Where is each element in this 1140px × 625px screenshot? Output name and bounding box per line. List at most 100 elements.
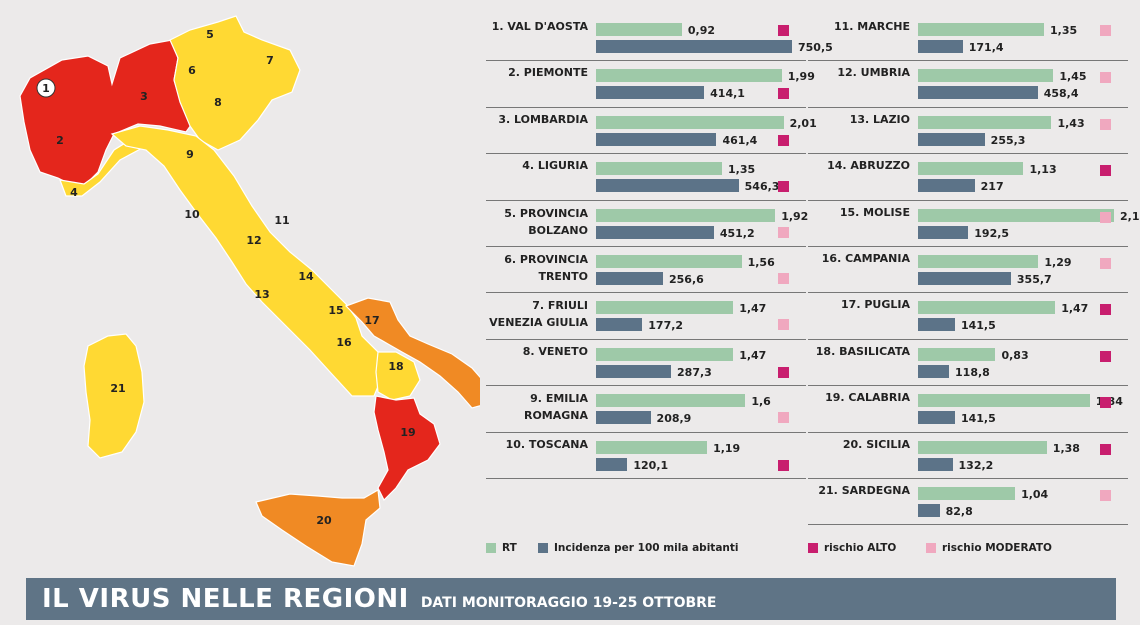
risk-marker-high (778, 25, 789, 36)
rt-value: 1,47 (1061, 302, 1089, 316)
risk-marker-moderate (778, 226, 789, 238)
incidence-bar (918, 179, 975, 193)
incidence-bar (596, 225, 714, 239)
map-region-label-12: 12 (246, 234, 261, 247)
region-label-line: 3. LOMBARDIA (498, 112, 588, 126)
risk-marker-moderate (1100, 490, 1111, 501)
risk-marker-moderate (1100, 258, 1111, 269)
region-label: 1. VAL D'AOSTA (492, 17, 588, 37)
incidence-value: 120,1 (633, 458, 669, 472)
rt-bar (918, 255, 1039, 268)
region-label-line: 5. PROVINCIA (504, 206, 588, 220)
region-row-3: 3. LOMBARDIA 2,01 461,4 (486, 107, 817, 155)
legend-rt-label: RT (502, 542, 517, 554)
region-row-21: 21. SARDEGNA 1,04 82,8 (808, 478, 1128, 526)
region-label-line: 20. SICILIA (842, 437, 910, 451)
incidence-value: 461,4 (722, 133, 758, 147)
legend-incidence: Incidenza per 100 mila abitanti (538, 542, 739, 554)
region-label-line: 19. CALABRIA (825, 391, 910, 405)
rt-bar (596, 23, 682, 36)
map-region-label-9: 9 (186, 148, 194, 161)
map-region-sardegna (83, 333, 145, 459)
region-label: 6. PROVINCIA TRENTO (504, 251, 588, 285)
map-region-puglia (344, 297, 480, 409)
rt-bar (918, 115, 1052, 129)
incidence-value: 118,8 (955, 365, 990, 379)
region-row-18: 18. BASILICATA 0,83 118,8 (808, 339, 1128, 387)
region-label: 7. FRIULI VENEZIA GIULIA (489, 297, 588, 331)
rt-value: 1,19 (713, 441, 741, 455)
rt-value: 2,1 (1120, 209, 1140, 223)
risk-marker-moderate (778, 319, 789, 331)
legend-incidence-label: Incidenza per 100 mila abitanti (554, 542, 739, 554)
incidence-bar (596, 86, 705, 100)
incidence-value: 208,9 (656, 412, 692, 426)
map-region-label-15: 15 (328, 304, 343, 317)
region-label-line: 2. PIEMONTE (508, 66, 588, 80)
region-label: 9. EMILIA ROMAGNA (524, 390, 588, 424)
incidence-value: 255,3 (990, 133, 1026, 147)
incidence-bar (918, 40, 963, 53)
page-title: IL VIRUS NELLE REGIONI (42, 584, 409, 614)
region-label-line: 6. PROVINCIA (504, 253, 588, 266)
rt-bar (918, 487, 1016, 500)
map-region-sicilia (255, 489, 381, 567)
risk-marker-high (1100, 443, 1111, 455)
region-label: 4. LIGURIA (522, 156, 588, 176)
incidence-bar (596, 411, 651, 425)
risk-marker-high (778, 181, 789, 193)
rt-value: 1,56 (747, 256, 775, 269)
incidence-bar (596, 179, 739, 193)
region-label-line: 16. CAMPANIA (821, 252, 910, 265)
map-region-label-10: 10 (184, 208, 200, 221)
incidence-value: 171,4 (968, 41, 1004, 54)
region-row-16: 16. CAMPANIA 1,29 355,7 (808, 246, 1128, 294)
incidence-value: 414,1 (710, 87, 745, 101)
map-region-label-8: 8 (214, 96, 222, 109)
incidence-value: 451,2 (719, 226, 755, 240)
risk-marker-high (778, 459, 789, 471)
rt-value: 1,99 (787, 70, 815, 84)
map-region-label-2: 2 (56, 134, 64, 147)
incidence-value: 217 (980, 180, 1004, 194)
region-label-line: 18. BASILICATA (815, 344, 910, 358)
incidence-bar (918, 504, 940, 517)
incidence-bar (596, 40, 792, 53)
region-label-line: 8. VENETO (522, 344, 588, 358)
legend-rt: RT (486, 542, 517, 554)
rt-value: 1,47 (739, 348, 767, 362)
incidence-value: 546,3 (744, 180, 780, 194)
rt-bar (918, 347, 996, 361)
incidence-value: 177,2 (648, 319, 684, 333)
risk-marker-high (1100, 304, 1111, 316)
incidence-value: 141,5 (960, 319, 996, 333)
map-region-label-16: 16 (336, 336, 352, 349)
incidence-bar (918, 318, 955, 332)
map-region-label-18: 18 (388, 360, 403, 373)
rt-bar (596, 162, 722, 176)
region-label: 20. SICILIA (843, 435, 910, 455)
incidence-value: 192,5 (974, 226, 1010, 240)
legend-risk-moderate: rischio MODERATO (926, 542, 1052, 554)
rt-bar (918, 23, 1044, 36)
rt-value: 0,83 (1001, 348, 1029, 362)
region-label: 21. SARDEGNA (818, 481, 910, 501)
title-banner: IL VIRUS NELLE REGIONI DATI MONITORAGGIO… (26, 578, 1116, 620)
region-row-15: 15. MOLISE 2,1 192,5 (808, 200, 1140, 247)
risk-marker-high (1100, 397, 1111, 409)
incidence-bar (596, 457, 628, 471)
rt-bar (596, 347, 734, 361)
map-region-label-17: 17 (364, 314, 379, 327)
region-label: 15. MOLISE (840, 203, 910, 223)
region-label-line: BOLZANO (528, 223, 588, 237)
region-row-11: 11. MARCHE 1,35 171,4 (808, 14, 1128, 62)
rt-bar (918, 69, 1054, 83)
region-list-right: 11. MARCHE 1,35 171,4 12. UMBRIA 1,45 458,4 13… (808, 14, 1140, 544)
risk-marker-moderate (1100, 118, 1111, 130)
region-row-9: 9. EMILIA ROMAGNA 1,6 208,9 (486, 385, 806, 433)
risk-marker-moderate (778, 273, 789, 284)
region-label-line: 21. SARDEGNA (818, 484, 910, 497)
incidence-value: 287,3 (677, 365, 712, 379)
rt-bar (596, 208, 776, 222)
